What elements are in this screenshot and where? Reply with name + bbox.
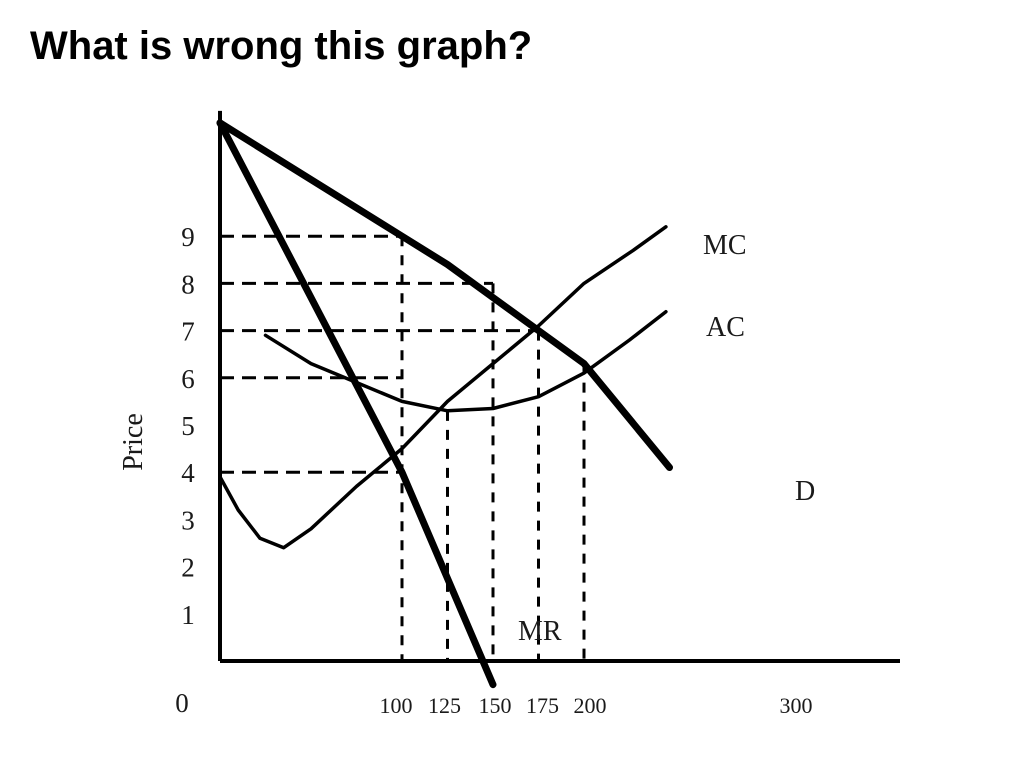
curves — [216, 119, 673, 689]
x-tick-label: 175 — [526, 693, 559, 718]
y-tick-label: 8 — [181, 269, 195, 299]
mr-curve-label: MR — [518, 616, 562, 647]
y-tick-label: 2 — [181, 553, 195, 583]
origin-label: 0 — [175, 688, 189, 718]
y-tick-label: 1 — [181, 600, 195, 630]
x-tick-label: 150 — [479, 693, 512, 718]
mc-curve — [218, 225, 668, 550]
y-tick-label: 3 — [181, 505, 195, 535]
y-tick-label: 6 — [181, 364, 195, 394]
x-tick-label: 200 — [574, 693, 607, 718]
y-tick-label: 7 — [181, 317, 195, 347]
mr-curve — [216, 119, 497, 689]
ac-curve-label: AC — [706, 312, 745, 343]
x-tick-label: 100 — [380, 693, 413, 718]
y-axis-title: Price — [118, 413, 149, 471]
demand-curve-label: D — [795, 476, 815, 507]
y-tick-label: 4 — [181, 458, 195, 488]
axes — [218, 110, 900, 663]
x-tick-label: 300 — [780, 693, 813, 718]
mc-curve-label: MC — [703, 230, 747, 261]
y-tick-label: 9 — [181, 222, 195, 252]
x-tick-label: 125 — [428, 693, 461, 718]
y-tick-label: 5 — [181, 411, 195, 441]
d-curve — [216, 119, 673, 471]
slide-title: What is wrong this graph? — [30, 24, 533, 68]
ac-curve — [263, 309, 668, 413]
tick-labels: 1 2 3 4 5 6 7 8 9 100 125 150 175 200 300 — [181, 222, 812, 718]
